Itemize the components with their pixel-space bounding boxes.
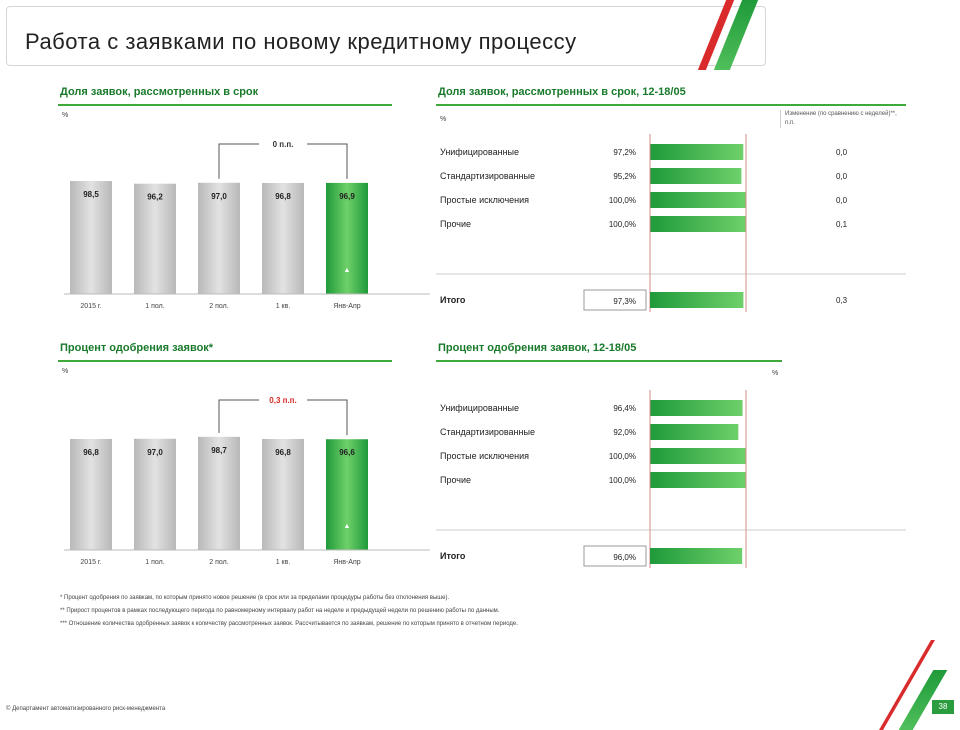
chart2-rule bbox=[58, 360, 392, 362]
chart1-svg: 98,5 2015 г. 96,2 1 пол. 97,0 2 пол. 96,8 1 кв.… bbox=[64, 137, 430, 310]
chart3-total-box bbox=[583, 289, 647, 311]
footnote-1: * Процент одобрения по заявкам, по котор… bbox=[60, 595, 450, 601]
chart4-total-label: Итого bbox=[440, 551, 466, 561]
chart2-bar-2 bbox=[198, 436, 240, 550]
chart2-bar-0 bbox=[70, 439, 112, 550]
chart2-bar-1 bbox=[134, 438, 176, 550]
chart4-bar-1 bbox=[650, 424, 739, 440]
chart4-svg: Унифицированные 96,4% Стандартизированные 9… bbox=[436, 390, 906, 568]
chart2-bar-3 bbox=[262, 439, 304, 550]
chart2-bar-4 bbox=[326, 439, 368, 550]
chart1-ylabel: % bbox=[62, 112, 69, 119]
chart2-bracket-label: 0,3 п.п. bbox=[269, 396, 296, 405]
chart4-bar-2 bbox=[650, 448, 746, 464]
chart3-svg: Унифицированные 97,2% 0,0 Стандартизированн… bbox=[436, 134, 906, 312]
chart4-rule bbox=[436, 360, 782, 362]
chart4-total-value: 96,0% bbox=[613, 553, 636, 562]
chart1-value-label-4: 96,9 bbox=[339, 192, 355, 201]
chart3-row-label-3: Прочие bbox=[440, 219, 471, 229]
chart3-bar-2 bbox=[650, 192, 746, 208]
chart1-value-label-2: 97,0 bbox=[211, 192, 227, 201]
chart3-total-change: 0,3 bbox=[836, 296, 848, 305]
chart4-bar-3 bbox=[650, 472, 746, 488]
chart2-category-label-1: 1 пол. bbox=[145, 559, 164, 566]
chart3-bar-1 bbox=[650, 168, 742, 184]
chart3-rule bbox=[436, 104, 906, 106]
chart2-value-label-3: 96,8 bbox=[275, 448, 291, 457]
chart3-total-bar bbox=[650, 292, 744, 308]
chart4-row-value-1: 92,0% bbox=[613, 428, 636, 437]
chart3-row-change-2: 0,0 bbox=[836, 196, 848, 205]
chart3-row-label-1: Стандартизированные bbox=[440, 171, 535, 181]
chart1-value-label-1: 96,2 bbox=[147, 193, 163, 202]
chart2-category-label-0: 2015 г. bbox=[80, 559, 101, 566]
chart4-row-label-0: Унифицированные bbox=[440, 403, 519, 413]
chart1-bar-3 bbox=[262, 183, 304, 294]
chart1-bar-2 bbox=[198, 182, 240, 294]
chart4-bar-0 bbox=[650, 400, 743, 416]
chart1-bar-4 bbox=[326, 182, 368, 294]
chart1-bracket-bg bbox=[259, 137, 307, 150]
chart1-category-label-3: 1 кв. bbox=[276, 303, 291, 310]
chart1-bracket-label: 0 п.п. bbox=[273, 140, 294, 149]
chart1-category-label-0: 2015 г. bbox=[80, 303, 101, 310]
chart1-bar-0 bbox=[70, 181, 112, 294]
chart3-row-label-0: Унифицированные bbox=[440, 147, 519, 157]
chart3-legend-note: Изменение (по сравнению с неделей)**, п.… bbox=[780, 110, 905, 128]
chart2-ylabel: % bbox=[62, 368, 69, 375]
chart4-row-value-3: 100,0% bbox=[609, 476, 636, 485]
chart1-value-label-3: 96,8 bbox=[275, 192, 291, 201]
chart3-total-value: 97,3% bbox=[613, 297, 636, 306]
chart1-rule bbox=[58, 104, 392, 106]
footer-copyright: © Департамент автоматизированного риск-м… bbox=[6, 706, 166, 712]
footnotes: * Процент одобрения по заявкам, по котор… bbox=[60, 594, 900, 633]
chart3-row-value-3: 100,0% bbox=[609, 220, 636, 229]
chart4-row-value-0: 96,4% bbox=[613, 404, 636, 413]
chart4-xlabel: % bbox=[772, 370, 779, 377]
chart3-xlabel: % bbox=[440, 116, 447, 123]
chart4-row-value-2: 100,0% bbox=[609, 452, 636, 461]
chart3-title: Доля заявок, рассмотренных в срок, 12-18… bbox=[438, 86, 686, 98]
chart3-total-label: Итого bbox=[440, 295, 466, 305]
footnote-3: *** Отношение количества одобренных заяв… bbox=[60, 621, 518, 627]
chart2-title: Процент одобрения заявок* bbox=[60, 342, 214, 354]
chart1-category-label-2: 2 пол. bbox=[209, 303, 228, 310]
chart1-category-label-1: 1 пол. bbox=[145, 303, 164, 310]
title-box: Работа с заявками по новому кредитному п… bbox=[6, 6, 766, 66]
chart4-total-bar bbox=[650, 548, 743, 564]
chart3-row-value-1: 95,2% bbox=[613, 172, 636, 181]
chart4-total-box bbox=[583, 545, 647, 567]
chart2-value-label-4: 96,6 bbox=[339, 448, 355, 457]
chart2-highlight-marker: ▲ bbox=[344, 523, 351, 530]
chart1-category-label-4: Янв-Апр bbox=[333, 303, 360, 310]
chart1-bar-1 bbox=[134, 183, 176, 294]
chart2-value-label-2: 98,7 bbox=[211, 446, 227, 455]
chart1-value-label-0: 98,5 bbox=[83, 190, 99, 199]
chart2-bracket-bg bbox=[259, 393, 307, 406]
chart4-row-label-2: Простые исключения bbox=[440, 451, 529, 461]
chart3-bar-0 bbox=[650, 144, 744, 160]
chart3-row-value-2: 100,0% bbox=[609, 196, 636, 205]
chart3-row-change-1: 0,0 bbox=[836, 172, 848, 181]
chart2-value-label-1: 97,0 bbox=[147, 448, 163, 457]
footnote-2: ** Прирост процентов в рамках последующе… bbox=[60, 608, 500, 614]
page-title: Работа с заявками по новому кредитному п… bbox=[25, 29, 577, 54]
chart3-row-value-0: 97,2% bbox=[613, 148, 636, 157]
chart2-category-label-2: 2 пол. bbox=[209, 559, 228, 566]
chart3-row-change-0: 0,0 bbox=[836, 148, 848, 157]
chart2-category-label-3: 1 кв. bbox=[276, 559, 291, 566]
chart4-row-label-3: Прочие bbox=[440, 475, 471, 485]
chart2-category-label-4: Янв-Апр bbox=[333, 559, 360, 566]
chart4-row-label-1: Стандартизированные bbox=[440, 427, 535, 437]
chart1-highlight-marker: ▲ bbox=[344, 267, 351, 274]
chart4-title: Процент одобрения заявок, 12-18/05 bbox=[438, 342, 637, 354]
page-number: 38 bbox=[932, 700, 954, 714]
chart1-title: Доля заявок, рассмотренных в срок bbox=[60, 86, 259, 98]
chart2-value-label-0: 96,8 bbox=[83, 448, 99, 457]
chart3-bar-3 bbox=[650, 216, 746, 232]
chart3-row-change-3: 0,1 bbox=[836, 220, 848, 229]
chart3-row-label-2: Простые исключения bbox=[440, 195, 529, 205]
chart2-svg: 96,8 2015 г. 97,0 1 пол. 98,7 2 пол. 96,8 1 кв.… bbox=[64, 393, 430, 566]
